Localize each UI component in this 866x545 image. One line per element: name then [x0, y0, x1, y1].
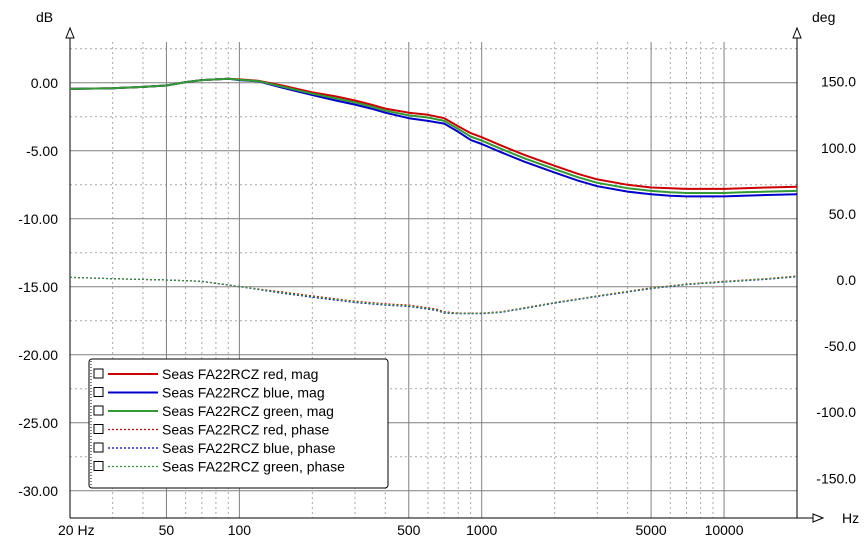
- y-left-tick-label: 0.00: [31, 75, 58, 91]
- y-left-tick-label: -10.00: [18, 211, 58, 227]
- x-tick-label: 50: [159, 522, 175, 538]
- y-left-tick-label: -20.00: [18, 347, 58, 363]
- legend-label: Seas FA22RCZ green, phase: [162, 459, 345, 475]
- y-left-tick-label: -5.00: [26, 143, 58, 159]
- x-tick-label: 10000: [705, 522, 744, 538]
- x-tick-labels: 20 Hz 50 100 500 1000 5000 10000: [58, 522, 744, 538]
- x-tick-label: 5000: [636, 522, 667, 538]
- y-left-tick-label: -15.00: [18, 279, 58, 295]
- y-left-unit-label: dB: [36, 9, 53, 25]
- legend-label: Seas FA22RCZ red, mag: [162, 366, 318, 382]
- legend-box: [88, 358, 389, 489]
- y-left-tick-label: -25.00: [18, 415, 58, 431]
- x-tick-label: 1000: [466, 522, 497, 538]
- y-right-tick-label: -100.0: [816, 404, 856, 420]
- y-right-tick-labels: 150.0 100.0 50.0 0.0 -50.0 -100.0 -150.0: [816, 74, 856, 487]
- legend-checkbox: [93, 387, 104, 397]
- legend-label: Seas FA22RCZ blue, mag: [162, 385, 325, 401]
- y-right-axis-arrow: [792, 26, 802, 39]
- x-tick-label: 500: [397, 522, 421, 538]
- series-layer: [69, 77, 798, 315]
- legend-label: Seas FA22RCZ green, mag: [162, 403, 334, 419]
- legend-checkbox: [93, 461, 104, 471]
- y-right-tick-label: 50.0: [829, 206, 856, 222]
- series-line-5: [69, 276, 798, 315]
- y-right-tick-label: -50.0: [824, 338, 856, 354]
- y-left-axis-arrow: [65, 26, 75, 39]
- y-left-tick-label: -30.00: [18, 483, 58, 499]
- legend: Seas FA22RCZ red, mag Seas FA22RCZ blue, …: [88, 358, 389, 489]
- x-tick-label: 100: [228, 522, 252, 538]
- legend-label: Seas FA22RCZ blue, phase: [162, 440, 336, 456]
- y-right-unit-label: deg: [812, 9, 835, 25]
- y-right-tick-label: 0.0: [837, 272, 857, 288]
- y-right-tick-label: 150.0: [821, 74, 856, 90]
- series-line-6: [69, 275, 798, 314]
- series-line-3: [69, 77, 798, 194]
- x-axis-arrow: [812, 513, 825, 523]
- legend-label: Seas FA22RCZ red, phase: [162, 422, 330, 438]
- series-line-4: [69, 275, 798, 314]
- axes: [65, 26, 825, 523]
- y-left-tick-labels: 0.00 -5.00 -10.00 -15.00 -20.00 -25.00 -30.00: [18, 75, 58, 499]
- legend-checkbox: [93, 368, 104, 379]
- x-unit-label: Hz: [842, 510, 859, 526]
- legend-checkbox: [93, 424, 104, 434]
- legend-checkbox: [93, 405, 104, 416]
- x-tick-label: 20 Hz: [58, 522, 95, 538]
- legend-checkbox: [93, 442, 104, 453]
- y-right-tick-label: 100.0: [821, 140, 856, 156]
- y-right-tick-label: -150.0: [816, 470, 856, 486]
